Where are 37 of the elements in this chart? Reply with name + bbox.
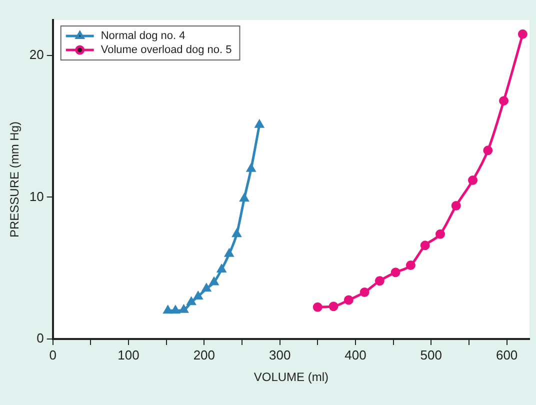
point xyxy=(164,306,172,314)
point xyxy=(483,146,493,156)
y-axis-title: PRESSURE (mm Hg) xyxy=(8,121,22,238)
point xyxy=(468,175,478,185)
x-tick-label: 100 xyxy=(118,347,140,362)
y-tick-label: 20 xyxy=(29,47,44,62)
point xyxy=(420,240,430,250)
point xyxy=(328,302,338,312)
x-tick-label: 300 xyxy=(268,347,291,362)
point xyxy=(435,229,445,239)
point xyxy=(374,276,384,286)
y-tick-label: 10 xyxy=(29,188,44,204)
x-tick-label: 600 xyxy=(496,347,518,362)
x-axis-title: VOLUME (ml) xyxy=(254,370,329,384)
x-tick-label: 400 xyxy=(344,347,366,362)
legend-label: Volume overload dog no. 5 xyxy=(100,44,232,56)
point xyxy=(240,194,249,202)
point xyxy=(518,29,528,39)
point xyxy=(451,200,461,210)
point xyxy=(194,292,202,300)
point xyxy=(187,297,196,306)
x-tick-label: 200 xyxy=(193,347,216,362)
point xyxy=(344,295,354,305)
point xyxy=(312,302,322,312)
x-tick-label: 0 xyxy=(49,347,56,362)
point xyxy=(217,264,226,273)
point xyxy=(202,284,211,292)
point xyxy=(246,164,256,172)
point xyxy=(406,260,416,270)
x-tick-label: 500 xyxy=(420,347,442,362)
point xyxy=(171,306,180,314)
point xyxy=(360,287,370,297)
point xyxy=(499,96,509,106)
point xyxy=(390,268,400,278)
y-tick-label: 0 xyxy=(36,330,44,346)
point xyxy=(232,229,241,238)
legend-label: Normal dog no. 4 xyxy=(100,30,186,42)
